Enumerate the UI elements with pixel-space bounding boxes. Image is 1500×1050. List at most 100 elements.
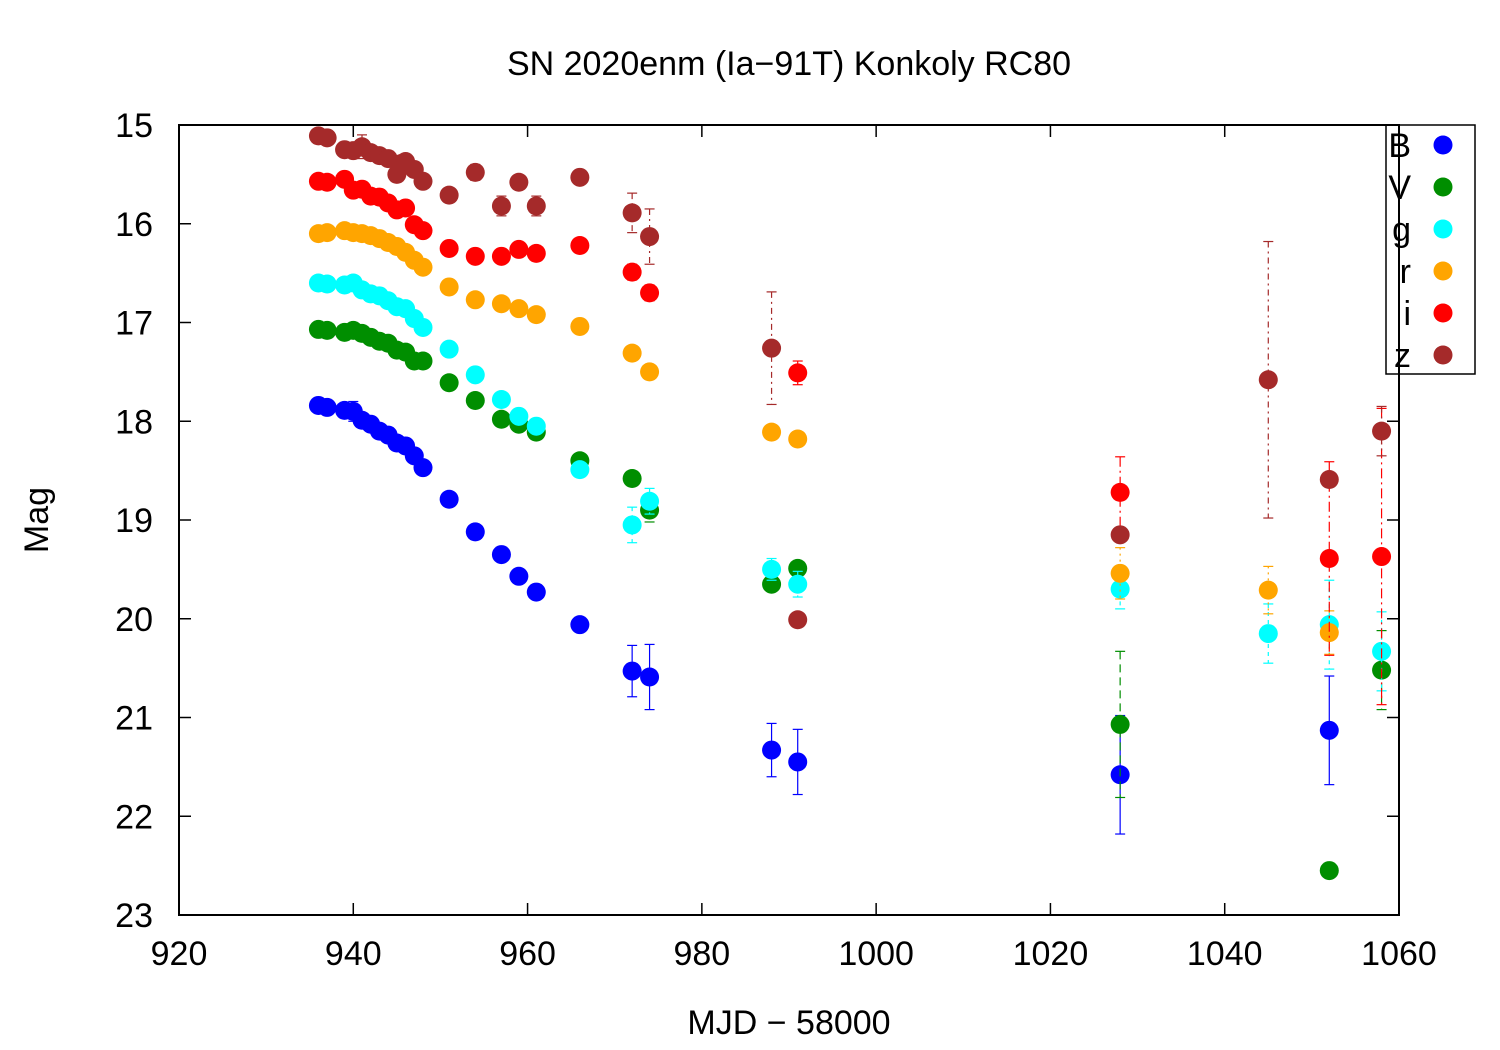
series-B: [308, 395, 1339, 835]
data-point: [396, 198, 416, 218]
data-point: [1319, 470, 1339, 490]
x-tick-label: 1000: [838, 935, 914, 973]
series-r: [308, 221, 1339, 655]
data-point: [509, 172, 529, 192]
x-tick-label: 960: [499, 935, 556, 973]
data-point: [317, 397, 337, 417]
data-point: [317, 128, 337, 148]
data-point: [491, 246, 511, 266]
data-point: [526, 305, 546, 325]
series-V: [308, 319, 1392, 881]
data-point: [465, 522, 485, 542]
data-point: [413, 171, 433, 191]
data-point: [622, 343, 642, 363]
data-series: [308, 126, 1392, 881]
legend-label: r: [1400, 253, 1411, 291]
data-point: [439, 489, 459, 509]
legend-marker: [1433, 177, 1453, 197]
data-point: [762, 574, 782, 594]
data-point: [491, 196, 511, 216]
data-point: [413, 221, 433, 241]
data-point: [509, 239, 529, 259]
data-point: [1319, 623, 1339, 643]
data-point: [788, 558, 808, 578]
data-point: [413, 257, 433, 277]
data-point: [762, 338, 782, 358]
data-point: [491, 390, 511, 410]
data-point: [413, 458, 433, 478]
data-point: [640, 362, 660, 382]
data-point: [491, 409, 511, 429]
data-point: [1110, 525, 1130, 545]
x-tick-label: 1040: [1187, 935, 1263, 973]
data-point: [622, 661, 642, 681]
data-point: [1319, 861, 1339, 881]
y-tick-label: 16: [115, 206, 153, 244]
data-point: [788, 429, 808, 449]
data-point: [1258, 580, 1278, 600]
data-point: [622, 262, 642, 282]
data-point: [526, 582, 546, 602]
data-point: [622, 469, 642, 489]
legend-marker: [1433, 345, 1453, 365]
data-point: [509, 566, 529, 586]
data-point: [1258, 370, 1278, 390]
data-point: [439, 277, 459, 297]
x-tick-label: 1060: [1361, 935, 1437, 973]
series-z: [308, 126, 1392, 630]
y-tick-label: 18: [115, 403, 153, 441]
data-point: [413, 351, 433, 371]
data-point: [439, 373, 459, 393]
data-point: [570, 167, 590, 187]
x-axis-label: MJD − 58000: [687, 1004, 890, 1042]
data-point: [1372, 421, 1392, 441]
data-point: [526, 416, 546, 436]
data-point: [788, 752, 808, 772]
data-point: [509, 299, 529, 319]
series-g: [308, 273, 1392, 692]
data-point: [526, 243, 546, 263]
data-point: [762, 740, 782, 760]
legend-label: z: [1394, 337, 1411, 375]
data-point: [491, 294, 511, 314]
y-tick-label: 22: [115, 798, 153, 836]
y-axis-label: Mag: [18, 487, 56, 553]
data-point: [640, 227, 660, 247]
legend-label: i: [1403, 295, 1411, 333]
data-point: [622, 515, 642, 535]
data-point: [788, 363, 808, 383]
legend-marker: [1433, 219, 1453, 239]
data-point: [640, 667, 660, 687]
data-point: [1258, 624, 1278, 644]
data-point: [317, 223, 337, 243]
x-tick-label: 920: [151, 935, 208, 973]
data-point: [439, 339, 459, 359]
plot-frame: [178, 124, 1400, 916]
data-point: [526, 196, 546, 216]
data-point: [788, 574, 808, 594]
data-point: [1372, 547, 1392, 567]
data-point: [465, 290, 485, 310]
axis-ticks: 920 940 960 980 1000 1020 1040 1060 15 16 17 18 19 20…: [115, 107, 1437, 973]
series-i: [308, 169, 1392, 706]
x-tick-label: 980: [673, 935, 730, 973]
data-point: [640, 283, 660, 303]
data-point: [465, 365, 485, 385]
y-tick-label: 20: [115, 601, 153, 639]
data-point: [1319, 720, 1339, 740]
data-point: [439, 185, 459, 205]
data-point: [570, 460, 590, 480]
y-tick-label: 19: [115, 502, 153, 540]
y-tick-label: 17: [115, 305, 153, 343]
x-tick-label: 940: [325, 935, 382, 973]
data-point: [317, 172, 337, 192]
data-point: [439, 238, 459, 258]
data-point: [570, 316, 590, 336]
data-point: [465, 246, 485, 266]
data-point: [1110, 482, 1130, 502]
data-point: [640, 491, 660, 511]
data-point: [622, 203, 642, 223]
data-point: [1319, 549, 1339, 569]
data-point: [788, 610, 808, 630]
data-point: [413, 317, 433, 337]
